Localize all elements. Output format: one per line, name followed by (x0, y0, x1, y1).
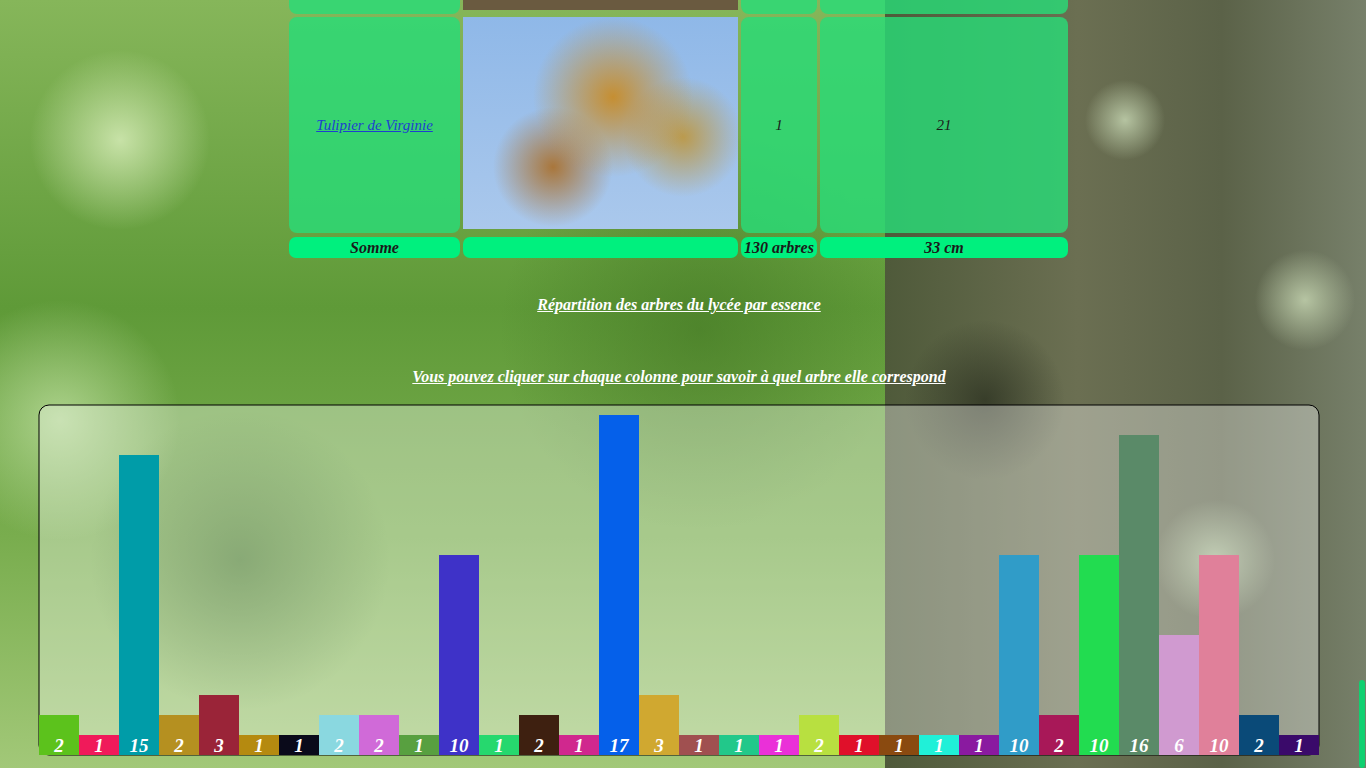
data-label: 1 (574, 735, 584, 756)
data-label: 3 (653, 735, 664, 756)
bar[interactable] (959, 735, 999, 755)
data-label: 17 (610, 735, 631, 756)
bar[interactable] (199, 695, 239, 755)
data-label: 1 (414, 735, 424, 756)
data-label: 10 (450, 735, 470, 756)
bar[interactable] (719, 735, 759, 755)
data-label: 1 (854, 735, 864, 756)
data-label: 1 (974, 735, 984, 756)
data-label: 10 (1210, 735, 1230, 756)
bar[interactable] (799, 715, 839, 755)
data-label: 2 (1053, 735, 1064, 756)
scrollbar[interactable] (1359, 680, 1365, 768)
data-label: 2 (1253, 735, 1264, 756)
bar[interactable] (599, 415, 639, 755)
bar[interactable] (399, 735, 439, 755)
data-label: 1 (774, 735, 784, 756)
table-cell (820, 0, 1068, 14)
bars (39, 415, 1319, 755)
tree-photo (463, 17, 738, 229)
data-label: 15 (130, 735, 150, 756)
data-label: 16 (1130, 735, 1150, 756)
bar[interactable] (1039, 715, 1079, 755)
heading: Vous pouvez cliquer sur chaque colonne p… (0, 368, 1358, 390)
data-label: 2 (53, 735, 64, 756)
chart: 211523112211012117311121111102101661021 (0, 0, 1366, 768)
bar[interactable] (519, 715, 559, 755)
table-cell (741, 0, 817, 14)
bar[interactable] (1119, 435, 1159, 755)
data-label: 2 (813, 735, 824, 756)
bar[interactable] (679, 735, 719, 755)
footer-text: 33 cm (924, 239, 964, 257)
bar[interactable] (319, 715, 359, 755)
footer-text: 130 arbres (744, 239, 814, 257)
data-label: 10 (1010, 735, 1030, 756)
bar[interactable] (159, 715, 199, 755)
table-cell: 21 (820, 17, 1068, 233)
bar[interactable] (559, 735, 599, 755)
data-label: 1 (734, 735, 744, 756)
bar[interactable] (359, 715, 399, 755)
data-labels: 2 1 15 2 3 1 1 2 2 1 10 1 2 1 17 3 1 1 1 2 1 1 1 1 10 2 10 16 6 10 2 1 (53, 735, 1304, 756)
bar[interactable] (1239, 715, 1279, 755)
plot-frame (39, 405, 1319, 755)
data-label: 2 (173, 735, 184, 756)
data-label: 1 (894, 735, 904, 756)
table-footer-cell: 33 cm (820, 237, 1068, 258)
footer-text: Somme (350, 239, 399, 257)
bar[interactable] (39, 715, 79, 755)
bar[interactable] (839, 735, 879, 755)
data-label: 6 (1174, 735, 1184, 756)
bar[interactable] (1199, 555, 1239, 755)
table-footer-cell: Somme (289, 237, 460, 258)
bar[interactable] (759, 735, 799, 755)
data-label: 1 (254, 735, 264, 756)
bar[interactable] (999, 555, 1039, 755)
table-photo (463, 0, 738, 10)
bar[interactable] (1079, 555, 1119, 755)
bar[interactable] (479, 735, 519, 755)
bar[interactable] (879, 735, 919, 755)
data-label: 3 (213, 735, 224, 756)
data-label: 1 (1294, 735, 1304, 756)
table-value: 1 (775, 117, 783, 134)
bar[interactable] (439, 555, 479, 755)
bar[interactable] (1159, 635, 1199, 755)
table-cell: Tulipier de Virginie (289, 17, 460, 233)
data-label: 1 (94, 735, 104, 756)
bar[interactable] (639, 695, 679, 755)
table-footer-cell: 130 arbres (741, 237, 817, 258)
bar[interactable] (919, 735, 959, 755)
tree-link[interactable]: Tulipier de Virginie (316, 117, 433, 134)
bar[interactable] (1279, 735, 1319, 755)
table-value: 21 (937, 117, 952, 134)
data-label: 2 (533, 735, 544, 756)
data-label: 1 (934, 735, 944, 756)
data-label: 2 (333, 735, 344, 756)
data-label: 10 (1090, 735, 1110, 756)
bar[interactable] (79, 735, 119, 755)
table-cell (289, 0, 460, 14)
data-label: 1 (694, 735, 704, 756)
data-label: 1 (294, 735, 304, 756)
bar[interactable] (279, 735, 319, 755)
heading: Répartition des arbres du lycée par esse… (0, 296, 1358, 318)
bar[interactable] (239, 735, 279, 755)
data-label: 2 (373, 735, 384, 756)
table-footer-cell (463, 237, 738, 258)
table-cell: 1 (741, 17, 817, 233)
bar[interactable] (119, 455, 159, 755)
data-label: 1 (494, 735, 504, 756)
